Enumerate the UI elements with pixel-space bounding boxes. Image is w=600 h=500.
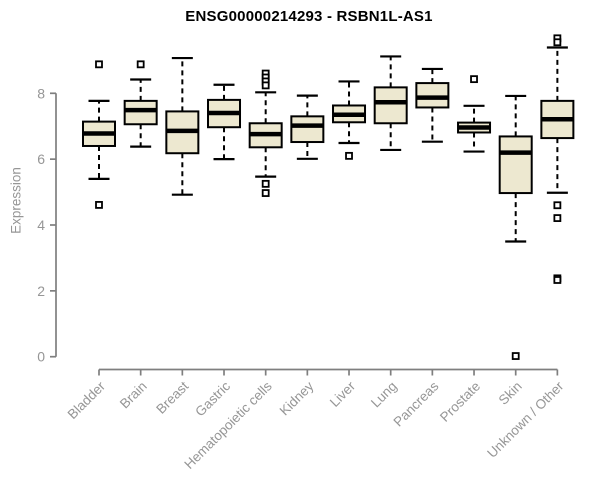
y-tick-label: 2 <box>37 283 45 299</box>
x-tick-label: Skin <box>496 379 525 408</box>
box-skin <box>498 135 533 195</box>
x-tick-label: Gastric <box>192 378 233 419</box>
x-tick-label: Liver <box>327 378 359 410</box>
outlier-point <box>136 60 145 69</box>
outlier-point <box>511 352 520 360</box>
x-tick-label: Bladder <box>65 378 109 422</box>
outlier-point <box>261 189 270 197</box>
outlier-point <box>470 75 478 84</box>
outlier-point <box>345 151 353 160</box>
x-tick-label: Prostate <box>437 379 483 425</box>
x-tick-label: Unknown / Other <box>484 378 567 461</box>
outlier-point <box>553 276 562 284</box>
x-tick-label: Pancreas <box>391 378 442 429</box>
outlier-point <box>553 38 562 47</box>
x-tick-label: Lung <box>368 379 400 411</box>
box-kidney <box>290 115 325 144</box>
outlier-point <box>95 60 103 69</box>
box-lung <box>373 86 408 125</box>
outlier-point <box>553 201 562 210</box>
outlier-point <box>261 179 270 188</box>
box-pancreas <box>415 82 450 109</box>
outlier-point <box>553 214 562 222</box>
outlier-point <box>95 201 103 209</box>
box-brain <box>123 99 158 126</box>
outlier-point <box>261 81 270 90</box>
x-tick-label: Kidney <box>277 378 317 418</box>
y-tick-label: 4 <box>37 217 45 233</box>
x-tick-label: Breast <box>153 378 191 416</box>
y-tick-label: 6 <box>37 151 45 167</box>
y-tick-label: 0 <box>37 349 45 365</box>
x-tick-label: Brain <box>117 379 150 412</box>
y-tick-label: 8 <box>37 85 45 101</box>
chart-title: ENSG00000214293 - RSBN1L-AS1 <box>185 8 433 25</box>
